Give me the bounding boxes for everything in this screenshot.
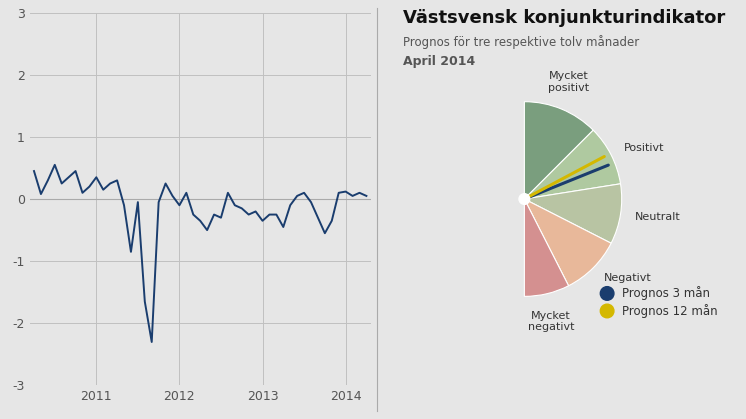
Text: Prognos för tre respektive tolv månader: Prognos för tre respektive tolv månader: [403, 36, 639, 49]
Wedge shape: [524, 130, 621, 199]
Text: Negativt: Negativt: [604, 273, 651, 283]
Circle shape: [601, 304, 614, 318]
Wedge shape: [524, 102, 593, 199]
Circle shape: [519, 194, 530, 204]
Text: Positivt: Positivt: [624, 143, 665, 153]
Wedge shape: [524, 199, 568, 296]
Wedge shape: [524, 199, 611, 286]
Text: April 2014: April 2014: [403, 55, 475, 68]
Circle shape: [601, 287, 614, 300]
Text: Västsvensk konjunkturindikator: Västsvensk konjunkturindikator: [403, 9, 725, 27]
Text: Prognos 12 mån: Prognos 12 mån: [621, 304, 718, 318]
Text: Neutralt: Neutralt: [635, 212, 680, 222]
Text: Prognos 3 mån: Prognos 3 mån: [621, 287, 709, 300]
Text: Mycket
positivt: Mycket positivt: [548, 71, 589, 93]
Text: Mycket
negativt: Mycket negativt: [528, 311, 574, 332]
Wedge shape: [524, 184, 621, 243]
